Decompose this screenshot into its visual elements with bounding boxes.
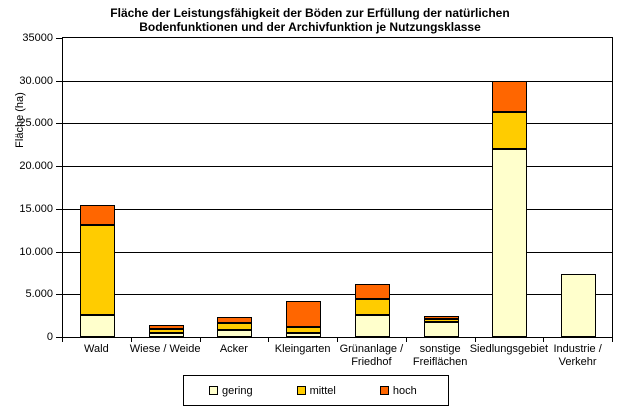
y-tick-label: 0 bbox=[46, 331, 53, 343]
gridline bbox=[63, 208, 612, 210]
x-tick-label: Wiese / Weide bbox=[129, 343, 201, 355]
bar-segment-gering-0 bbox=[79, 314, 115, 337]
legend-item-gering: gering bbox=[209, 385, 253, 397]
y-tick-label: 20.000 bbox=[19, 160, 53, 173]
y-tick bbox=[56, 294, 63, 296]
gridline bbox=[63, 251, 612, 253]
gridline bbox=[63, 123, 612, 125]
bar-segment-hoch-4 bbox=[354, 284, 390, 300]
y-tick bbox=[56, 208, 63, 210]
x-tick bbox=[474, 338, 476, 342]
y-tick-label: 30.000 bbox=[19, 74, 53, 87]
y-tick-label: 5.000 bbox=[25, 288, 53, 301]
y-tick-label: 25.000 bbox=[19, 117, 53, 130]
legend-item-mittel: mittel bbox=[296, 384, 336, 397]
bar-segment-hoch-1 bbox=[148, 325, 184, 330]
x-tick-label: sonstige Freiflächen bbox=[412, 343, 468, 368]
y-tick bbox=[56, 123, 63, 125]
legend-swatch-gering bbox=[209, 386, 218, 395]
x-tick-label: Kleingarten bbox=[274, 343, 331, 355]
legend-label-hoch: hoch bbox=[392, 384, 417, 397]
bar-segment-gering-3 bbox=[286, 332, 322, 337]
bar-segment-gering-5 bbox=[423, 322, 459, 337]
x-tick bbox=[199, 338, 201, 342]
x-tick bbox=[405, 338, 407, 342]
bar-segment-gering-1 bbox=[148, 332, 184, 337]
x-tick-label: Industrie / Verkehr bbox=[553, 343, 602, 368]
bar-segment-hoch-5 bbox=[423, 315, 459, 320]
y-tick-label: 15.000 bbox=[19, 202, 53, 215]
x-tick bbox=[268, 338, 270, 342]
bar-segment-hoch-0 bbox=[79, 204, 115, 226]
plot-area bbox=[62, 37, 613, 338]
bar-segment-hoch-2 bbox=[217, 316, 253, 324]
x-tick-label: Wald bbox=[84, 343, 109, 355]
bar-segment-mittel-3 bbox=[286, 326, 322, 333]
x-tick-label: Acker bbox=[219, 343, 248, 355]
bar-segment-hoch-3 bbox=[286, 301, 322, 327]
bar-segment-mittel-4 bbox=[354, 299, 390, 315]
bar-segment-gering-7 bbox=[561, 273, 597, 337]
legend-swatch-hoch bbox=[379, 386, 389, 395]
x-tick bbox=[130, 338, 132, 342]
x-tick bbox=[62, 338, 63, 342]
y-tick bbox=[56, 337, 63, 338]
y-tick bbox=[56, 80, 63, 82]
legend-label-mittel: mittel bbox=[309, 384, 336, 397]
gridline bbox=[63, 294, 612, 296]
y-tick bbox=[56, 38, 63, 39]
x-tick-label: Siedlungsgebiet bbox=[469, 343, 549, 355]
x-tick bbox=[543, 338, 545, 342]
bar-segment-mittel-0 bbox=[79, 225, 115, 315]
chart-title: Fläche der Leistungsfähigkeit der Böden … bbox=[110, 6, 510, 34]
bar-segment-hoch-6 bbox=[492, 80, 528, 113]
bar-segment-mittel-6 bbox=[492, 112, 528, 150]
bar-segment-gering-2 bbox=[217, 330, 253, 337]
x-tick bbox=[337, 338, 338, 342]
y-tick bbox=[56, 166, 63, 168]
y-tick-label: 10.000 bbox=[19, 245, 53, 258]
x-tick bbox=[612, 338, 613, 342]
bar-segment-gering-4 bbox=[354, 314, 390, 337]
y-tick-label: 35000 bbox=[22, 32, 53, 44]
x-tick-label: Grünanlage / Friedhof bbox=[339, 343, 404, 368]
gridline bbox=[63, 166, 612, 168]
legend-label-gering: gering bbox=[222, 384, 253, 397]
bar-segment-gering-6 bbox=[492, 149, 528, 337]
gridline bbox=[63, 80, 612, 82]
bar-segment-mittel-1 bbox=[148, 329, 184, 333]
legend: gering mittel hoch bbox=[183, 375, 449, 406]
legend-swatch-mittel bbox=[296, 386, 306, 395]
legend-item-hoch: hoch bbox=[379, 384, 417, 397]
bar-segment-mittel-2 bbox=[217, 323, 253, 331]
y-tick bbox=[56, 251, 63, 253]
bar-segment-mittel-5 bbox=[423, 319, 459, 323]
